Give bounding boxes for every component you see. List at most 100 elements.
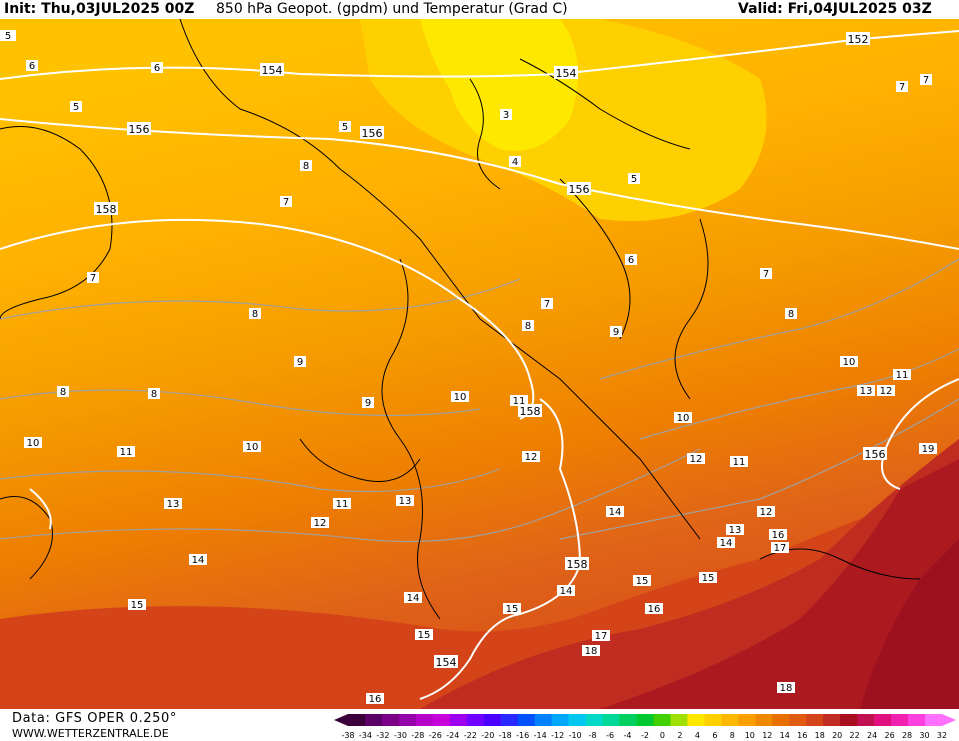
- colorbar-swatch: [534, 714, 553, 726]
- temp-label: 7: [899, 82, 905, 93]
- colorbar-tick-label: -24: [446, 731, 459, 740]
- geopot-label: 158: [96, 203, 117, 216]
- temp-label: 13: [167, 499, 180, 510]
- temp-label: 12: [760, 507, 773, 518]
- geopot-label: 156: [129, 123, 150, 136]
- colorbar: -38 -34 -32 -30 -28 -26 -24 -22 -20 -18 -16 -14 -12-…: [334, 714, 956, 740]
- colorbar-right-arrow: [942, 714, 956, 726]
- temp-label: 14: [560, 586, 573, 597]
- temp-label: 16: [648, 604, 661, 615]
- temp-label: 10: [246, 442, 259, 453]
- temp-label: 15: [418, 630, 431, 641]
- temp-label: 12: [314, 518, 327, 529]
- colorbar-tick-label: 18: [815, 731, 825, 740]
- temp-label: 12: [525, 452, 538, 463]
- temp-label: 14: [609, 507, 622, 518]
- temp-label: 15: [131, 600, 144, 611]
- geopot-label: 156: [362, 127, 383, 140]
- colorbar-swatch: [636, 714, 654, 726]
- colorbar-swatch: [500, 714, 519, 726]
- colorbar-swatch: [364, 714, 383, 726]
- header-bar: Init: Thu,03JUL2025 00Z 850 hPa Geopot. …: [0, 0, 959, 19]
- footer-bar: Data: GFS OPER 0.250° WWW.WETTERZENTRALE…: [0, 709, 959, 741]
- isotherm-lines: [0, 258, 959, 543]
- colorbar-tick-label: 6: [712, 731, 717, 740]
- colorbar-tick-label: 2: [677, 731, 682, 740]
- colorbar-swatch: [670, 714, 688, 726]
- colorbar-tick-label: -32: [376, 731, 389, 740]
- colorbar-tick-label: -30: [394, 731, 407, 740]
- colorbar-tick-label: 28: [902, 731, 912, 740]
- temp-label: 7: [763, 269, 769, 280]
- temp-zone-20: [600, 459, 959, 709]
- geopot-label: 154: [556, 67, 577, 80]
- colorbar-tick-label: 0: [660, 731, 665, 740]
- colorbar-swatch: [772, 714, 790, 726]
- temp-label: 15: [636, 576, 649, 587]
- colorbar-tick-label: 20: [832, 731, 842, 740]
- temp-label: 10: [454, 392, 467, 403]
- colorbar-swatch: [687, 714, 705, 726]
- colorbar-swatch: [823, 714, 841, 726]
- colorbar-tick-label: -12: [551, 731, 564, 740]
- geopot-label: 156: [569, 183, 590, 196]
- colorbar-swatches: [334, 714, 956, 726]
- colorbar-tick-label: -6: [606, 731, 614, 740]
- temp-label: 10: [27, 438, 40, 449]
- geopot-label: 154: [262, 64, 283, 77]
- colorbar-tick-label: -2: [641, 731, 649, 740]
- temp-label: 6: [154, 63, 160, 74]
- temp-label: 18: [585, 646, 598, 657]
- geopot-label: 156: [865, 448, 886, 461]
- temp-label: 15: [506, 604, 519, 615]
- colorbar-swatch: [738, 714, 756, 726]
- colorbar-tick-label: 16: [797, 731, 807, 740]
- colorbar-tick-label: -20: [481, 731, 494, 740]
- colorbar-swatch: [619, 714, 638, 726]
- colorbar-tick-label: 22: [850, 731, 860, 740]
- temp-label: 11: [336, 499, 349, 510]
- colorbar-swatch: [517, 714, 536, 726]
- colorbar-swatch: [483, 714, 502, 726]
- temp-label: 4: [512, 157, 518, 168]
- temperature-labels: 5 5 5 3 4 5 6 6 6 7 7 7 7 7 8 8 8 8 8 8 …: [0, 30, 937, 705]
- colorbar-tick-label: -18: [499, 731, 512, 740]
- temp-label: 10: [677, 413, 690, 424]
- temp-zone-4: [420, 19, 578, 151]
- temp-label: 13: [729, 525, 742, 536]
- colorbar-swatch: [432, 714, 451, 726]
- colorbar-swatch: [602, 714, 621, 726]
- data-source-label: Data: GFS OPER 0.250°: [12, 711, 178, 726]
- colorbar-swatch: [840, 714, 858, 726]
- temp-label: 7: [923, 75, 929, 86]
- colorbar-swatch: [874, 714, 892, 726]
- colorbar-swatch: [415, 714, 434, 726]
- temp-label: 6: [628, 255, 634, 266]
- temp-label: 11: [733, 457, 746, 468]
- colorbar-swatch: [653, 714, 671, 726]
- temp-label: 13: [860, 386, 873, 397]
- colorbar-swatch: [381, 714, 400, 726]
- colorbar-tick-label: 14: [780, 731, 790, 740]
- temp-label: 15: [702, 573, 715, 584]
- colorbar-swatch: [568, 714, 587, 726]
- temp-label: 14: [192, 555, 205, 566]
- colorbar-tick-label: 32: [937, 731, 947, 740]
- temp-label: 7: [283, 197, 289, 208]
- colorbar-tick-label: 24: [867, 731, 877, 740]
- temp-label: 11: [513, 396, 526, 407]
- colorbar-swatch: [585, 714, 604, 726]
- temp-label: 12: [690, 454, 703, 465]
- colorbar-swatch: [398, 714, 417, 726]
- colorbar-tick-label: -16: [516, 731, 529, 740]
- colorbar-swatch: [755, 714, 773, 726]
- colorbar-swatch: [466, 714, 485, 726]
- temp-label: 5: [73, 102, 79, 113]
- website-label: WWW.WETTERZENTRALE.DE: [12, 727, 169, 740]
- geopot-label: 158: [520, 405, 541, 418]
- temp-label: 17: [774, 543, 787, 554]
- temp-label: 12: [880, 386, 893, 397]
- geopot-label: 152: [848, 33, 869, 46]
- colorbar-tick-label: 4: [695, 731, 700, 740]
- colorbar-tick-label: -28: [411, 731, 424, 740]
